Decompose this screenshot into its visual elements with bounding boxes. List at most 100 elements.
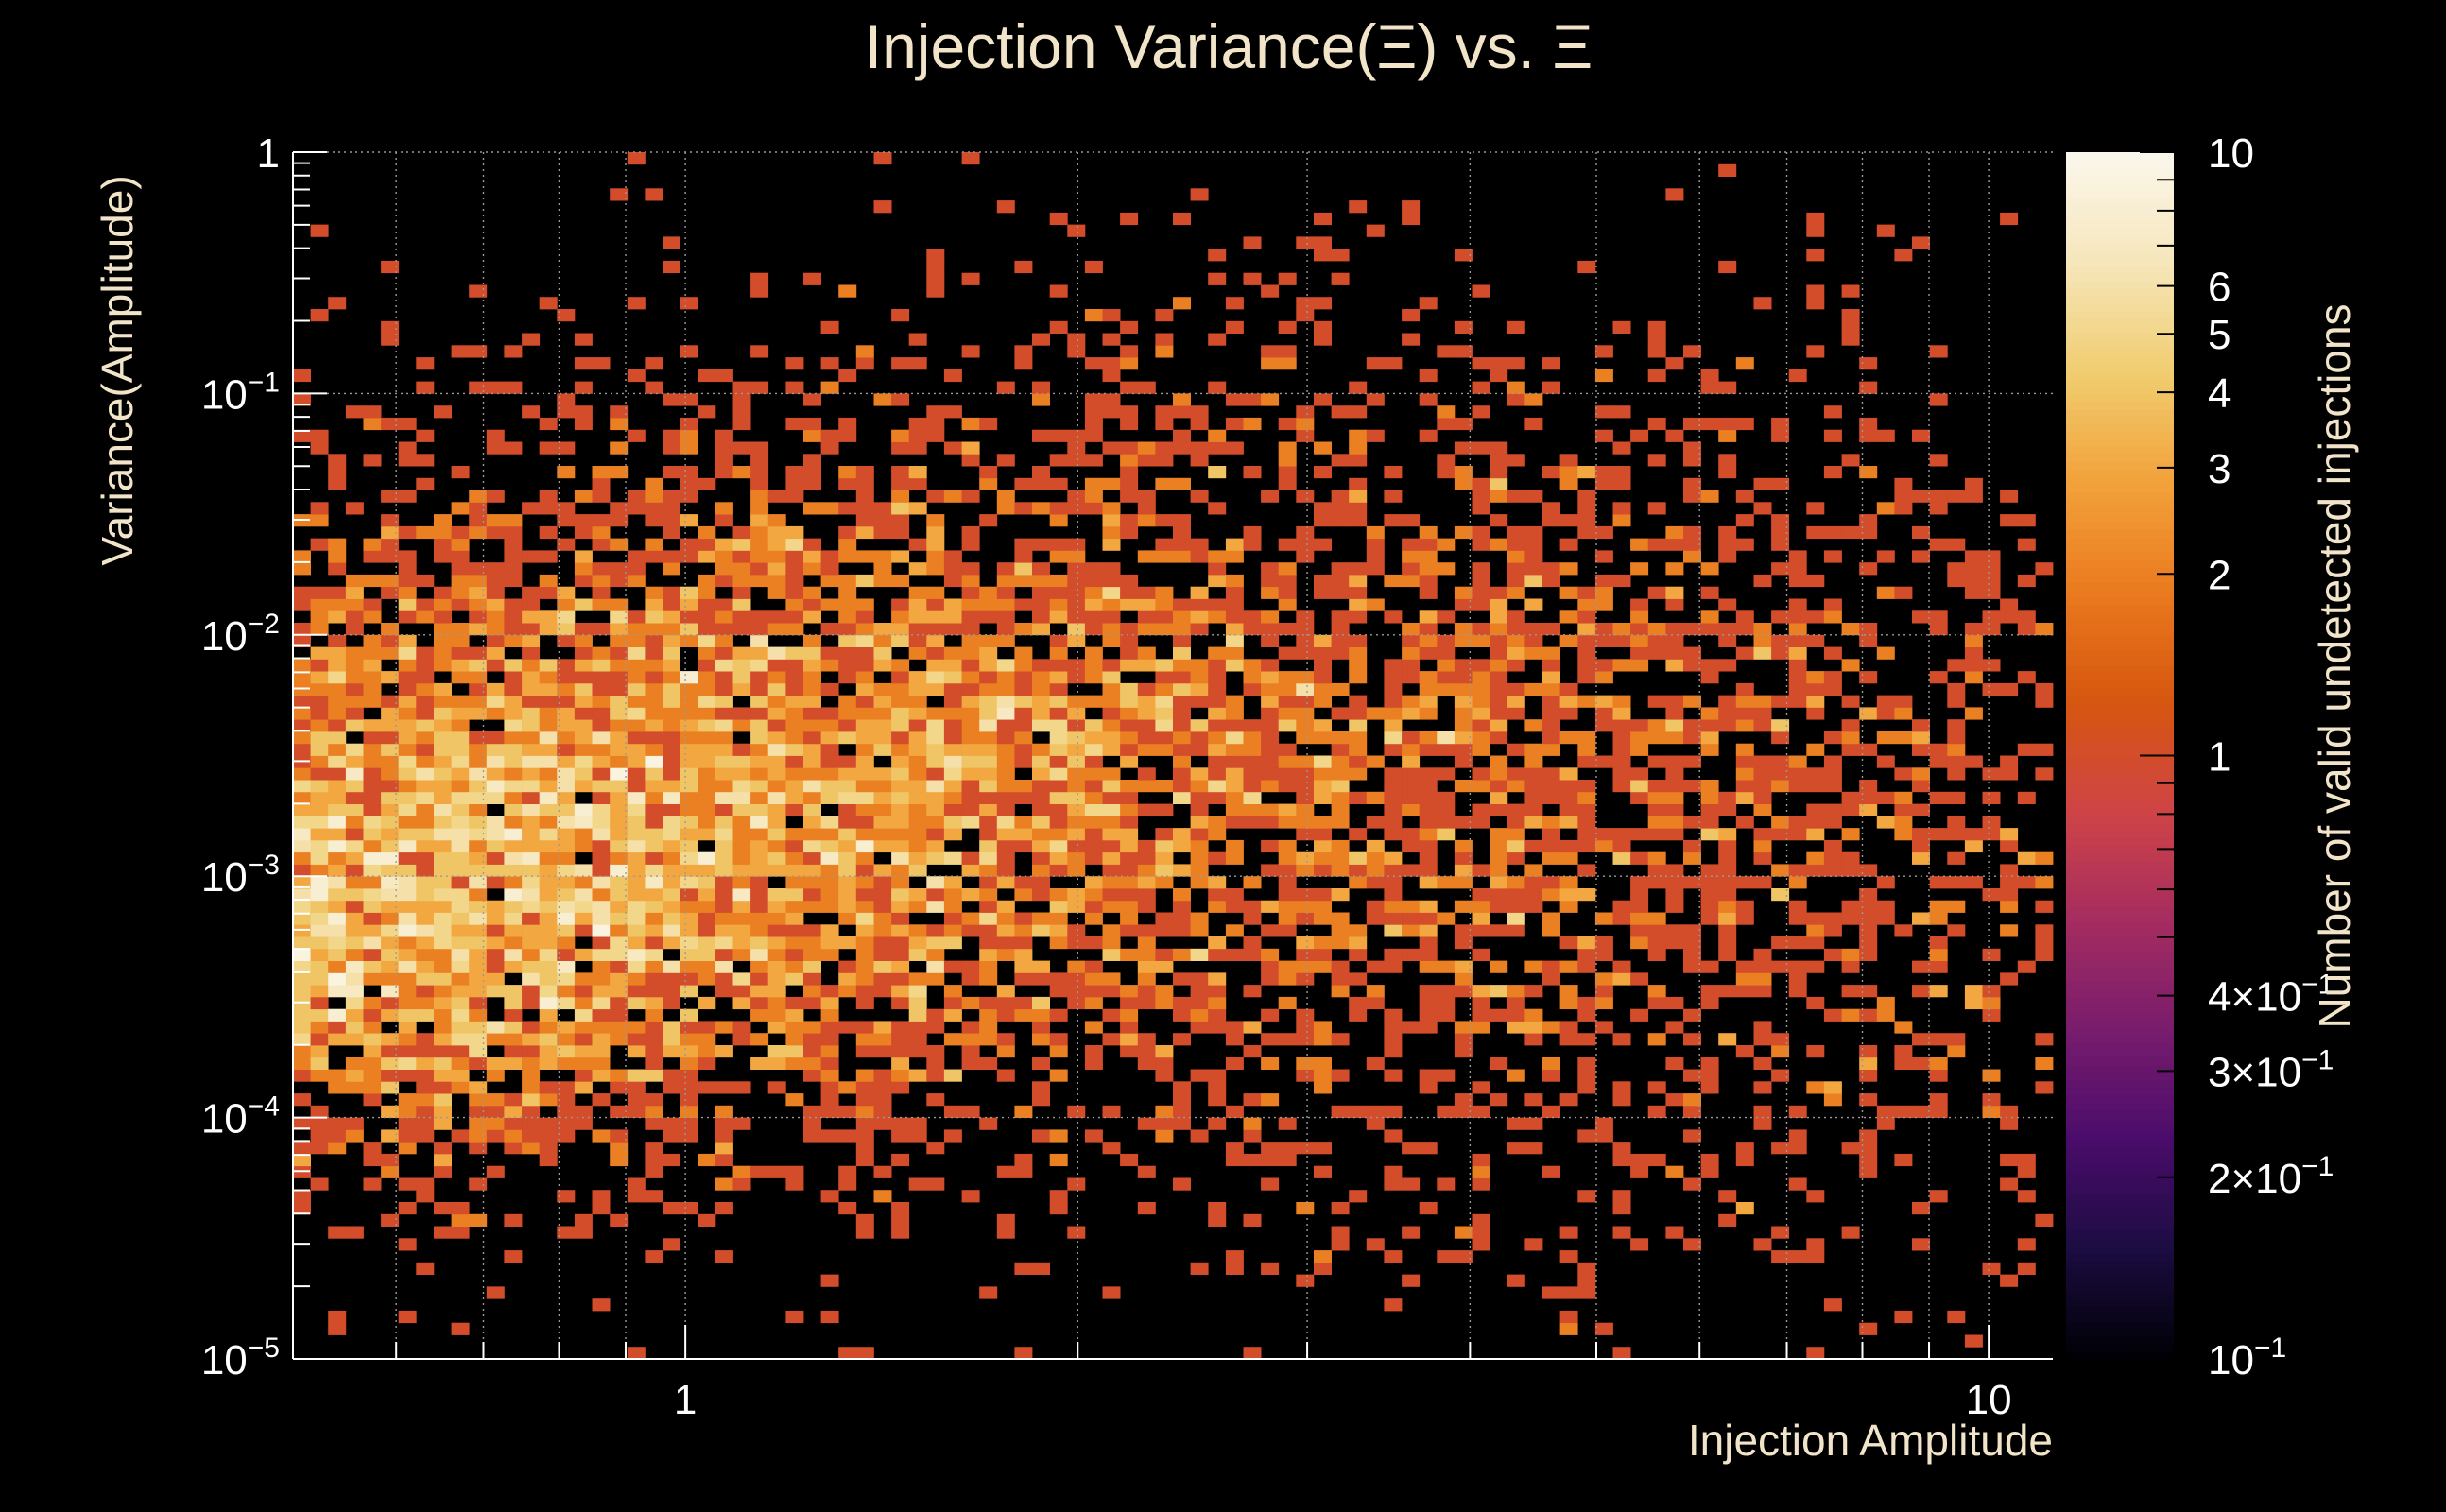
heatmap-cell	[732, 803, 751, 816]
heatmap-cell	[539, 828, 558, 841]
heatmap-cell	[943, 851, 962, 865]
heatmap-cell	[1049, 284, 1068, 298]
heatmap-cell	[486, 731, 505, 745]
heatmap-cell	[785, 767, 804, 781]
heatmap-cell	[469, 586, 488, 599]
heatmap-cell	[539, 1093, 558, 1107]
heatmap-cell	[1225, 791, 1244, 804]
heatmap-cell	[715, 985, 733, 998]
heatmap-cell	[451, 936, 470, 950]
heatmap-cell	[715, 1021, 733, 1034]
heatmap-cell	[504, 1213, 523, 1227]
heatmap-cell	[1155, 851, 1174, 865]
heatmap-cell	[1190, 1008, 1209, 1022]
heatmap-cell	[926, 429, 945, 442]
heatmap-cell	[293, 1069, 311, 1082]
heatmap-cell	[1929, 538, 1948, 551]
heatmap-cell	[961, 586, 980, 599]
heatmap-cell	[1559, 538, 1578, 551]
heatmap-cell	[1524, 490, 1543, 503]
heatmap-cell	[451, 1226, 470, 1239]
heatmap-cell	[1753, 767, 1772, 781]
heatmap-cell	[1137, 454, 1156, 467]
heatmap-cell	[855, 466, 874, 479]
heatmap-cell	[1278, 441, 1297, 455]
heatmap-cell	[592, 1093, 611, 1107]
heatmap-cell	[1753, 1057, 1772, 1070]
heatmap-cell	[1859, 1093, 1878, 1107]
heatmap-cell	[398, 441, 417, 455]
heatmap-cell	[873, 525, 892, 540]
heatmap-cell	[645, 936, 663, 950]
heatmap-cell	[610, 839, 629, 853]
heatmap-cell	[1120, 707, 1139, 720]
heatmap-cell	[715, 1202, 733, 1215]
heatmap-cell	[539, 1008, 558, 1022]
heatmap-cell	[310, 1142, 329, 1155]
heatmap-cell	[1841, 333, 1860, 346]
heatmap-cell	[1577, 502, 1596, 515]
heatmap-cell	[328, 634, 347, 647]
heatmap-cell	[557, 851, 576, 865]
heatmap-cell	[943, 695, 962, 708]
heatmap-cell	[1261, 1057, 1280, 1070]
heatmap-cell	[1402, 1142, 1421, 1155]
heatmap-cell	[979, 828, 998, 841]
heatmap-cell	[1049, 719, 1068, 732]
heatmap-cell	[1137, 1117, 1156, 1130]
heatmap-cell	[855, 345, 874, 358]
heatmap-cell	[1472, 477, 1490, 490]
heatmap-cell	[1472, 623, 1490, 636]
heatmap-cell	[979, 960, 998, 973]
heatmap-cell	[434, 695, 452, 708]
colorbar-segment	[2066, 914, 2174, 922]
heatmap-cell	[1419, 912, 1438, 925]
heatmap-cell	[1102, 972, 1121, 986]
heatmap-cell	[767, 695, 786, 708]
heatmap-cell	[1647, 634, 1666, 647]
heatmap-cell	[1225, 550, 1244, 563]
heatmap-cell	[1771, 562, 1790, 576]
heatmap-cell	[1982, 888, 2001, 902]
heatmap-cell	[767, 490, 786, 503]
heatmap-cell	[469, 1117, 488, 1130]
heatmap-cell	[381, 634, 400, 647]
colorbar-segment	[2066, 1019, 2174, 1028]
colorbar-segment	[2066, 249, 2174, 259]
colorbar-segment	[2066, 1276, 2174, 1284]
heatmap-cell	[574, 525, 593, 540]
heatmap-cell	[1507, 1021, 1525, 1034]
heatmap-cell	[627, 429, 646, 442]
heatmap-cell	[539, 985, 558, 998]
heatmap-cell	[1700, 490, 1719, 503]
heatmap-cell	[1084, 888, 1103, 902]
heatmap-cell	[381, 1129, 400, 1143]
heatmap-cell	[1155, 828, 1174, 841]
heatmap-cell	[1806, 249, 1825, 262]
heatmap-cell	[416, 1190, 435, 1203]
heatmap-cell	[908, 828, 927, 841]
heatmap-cell	[1208, 502, 1227, 515]
heatmap-cell	[328, 1142, 347, 1155]
heatmap-cell	[680, 1081, 698, 1094]
heatmap-cell	[1912, 1033, 1930, 1046]
heatmap-cell	[1594, 828, 1613, 841]
heatmap-cell	[1384, 707, 1403, 720]
heatmap-cell	[1964, 562, 1983, 576]
heatmap-cell	[381, 514, 400, 527]
heatmap-cell	[1806, 780, 1825, 793]
heatmap-cell	[592, 839, 611, 853]
heatmap-cell	[1349, 381, 1368, 394]
heatmap-cell	[1718, 623, 1737, 636]
heatmap-cell	[1067, 900, 1086, 913]
heatmap-cell	[539, 586, 558, 599]
heatmap-cell	[1542, 731, 1560, 745]
heatmap-cell	[750, 538, 769, 551]
heatmap-cell	[381, 260, 400, 274]
heatmap-cell	[1559, 477, 1578, 490]
heatmap-cell	[434, 948, 452, 961]
heatmap-cell	[1472, 864, 1490, 877]
heatmap-cell	[908, 1129, 927, 1143]
heatmap-cell	[1384, 671, 1403, 684]
heatmap-cell	[663, 502, 680, 515]
